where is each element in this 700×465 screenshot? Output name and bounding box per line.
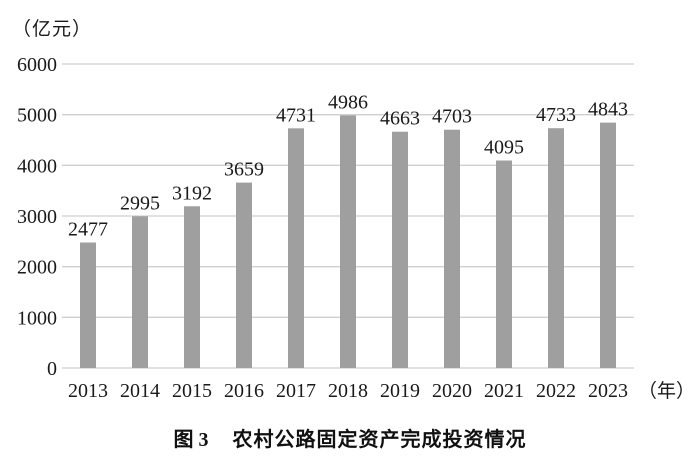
x-tick-label-2021: 2021 [484,380,524,402]
bar-2020 [444,129,460,368]
y-axis-unit-label: （亿元） [12,19,93,40]
bar-value-label-2021: 4095 [484,137,524,159]
bar-chart: 0 1000 2000 3000 4000 5000 6000 2477 2013 2995 201… [17,54,695,402]
bar-2014 [132,216,148,368]
bar-2022 [548,128,564,368]
y-tick-label-5000: 5000 [17,105,57,127]
y-tick-label-2000: 2000 [17,257,57,279]
bar-value-label-2015: 3192 [172,182,212,204]
bar-2021 [496,160,512,368]
bar-2013 [80,242,96,368]
bar-value-label-2018: 4986 [328,91,368,113]
bar-value-label-2023: 4843 [588,99,628,121]
bar-value-label-2017: 4731 [276,104,316,126]
bar-value-label-2013: 2477 [68,218,108,240]
bar-value-label-2016: 3659 [224,159,264,181]
bar-value-label-2022: 4733 [536,104,576,126]
figure-caption-title: 农村公路固定资产完成投资情况 [232,429,527,451]
x-tick-label-2014: 2014 [120,380,160,402]
bar-2016 [236,182,252,368]
x-tick-label-2013: 2013 [68,380,108,402]
x-tick-label-2015: 2015 [172,380,212,402]
x-tick-label-2020: 2020 [432,380,472,402]
y-tick-label-6000: 6000 [17,54,57,76]
bar-2017 [288,128,304,368]
y-tick-label-4000: 4000 [17,155,57,177]
x-tick-label-2019: 2019 [380,380,420,402]
bar-2018 [340,115,356,368]
x-tick-label-2017: 2017 [276,380,316,402]
bar-2023 [600,122,616,368]
x-tick-label-2016: 2016 [224,380,264,402]
x-tick-label-2023: 2023 [588,380,628,402]
bar-2019 [392,131,408,368]
bar-value-label-2019: 4663 [380,108,420,130]
x-axis-unit-label: （年） [638,380,695,402]
y-tick-label-0: 0 [47,358,57,380]
y-tick-label-3000: 3000 [17,206,57,228]
x-tick-label-2018: 2018 [328,380,368,402]
bar-value-label-2020: 4703 [432,106,472,128]
y-tick-label-1000: 1000 [17,307,57,329]
bar-2015 [184,206,200,368]
figure-caption-label: 图 3 [173,429,209,451]
bar-value-label-2014: 2995 [120,192,160,214]
figure-caption: 图 3 农村公路固定资产完成投资情况 [0,423,700,452]
x-tick-label-2022: 2022 [536,380,576,402]
